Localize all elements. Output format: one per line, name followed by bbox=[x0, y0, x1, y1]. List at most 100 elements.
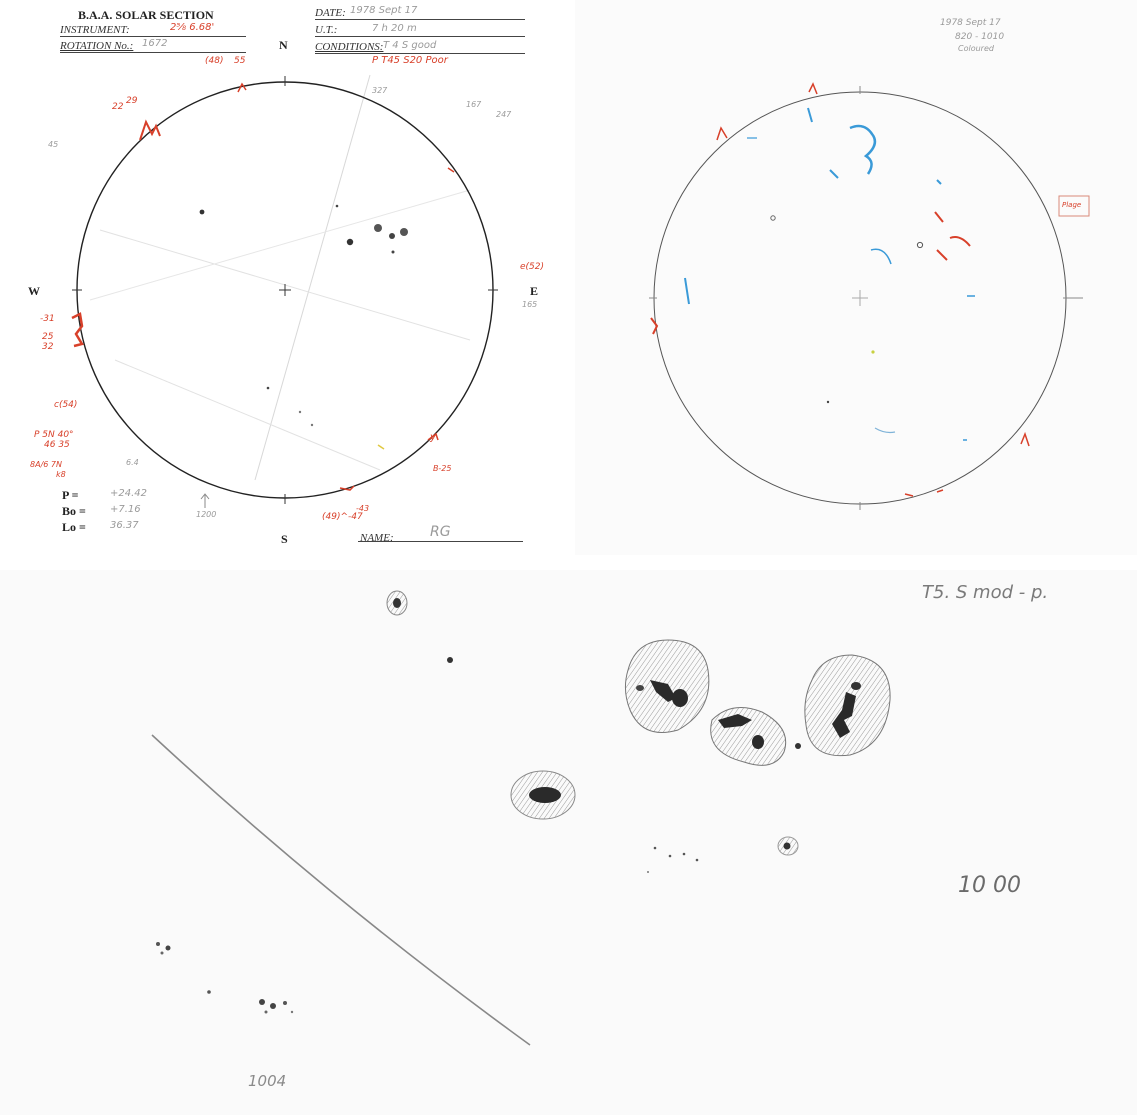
instrument-label: INSTRUMENT: bbox=[60, 24, 130, 36]
bo-value: +7.16 bbox=[110, 504, 141, 515]
sunspot bbox=[400, 228, 408, 236]
sunspot bbox=[826, 400, 830, 404]
red-note: 46 35 bbox=[44, 440, 70, 450]
h-alpha-time-note: 820 - 1010 bbox=[955, 32, 1005, 42]
red-note: -31 bbox=[40, 314, 55, 324]
ut-label: U.T.: bbox=[315, 24, 338, 36]
north-label: N bbox=[279, 38, 288, 52]
red-note: 8A/6 7N bbox=[30, 460, 62, 469]
sunspot-detail-sketch: T5. S mod - p. 10 00 1004 bbox=[0, 570, 1137, 1115]
red-note: B-25 bbox=[433, 464, 452, 473]
sunspot bbox=[374, 224, 382, 232]
rotation-rule bbox=[60, 52, 246, 53]
rotation-value: 1672 bbox=[142, 38, 168, 49]
sunspot bbox=[389, 233, 395, 239]
date-rule bbox=[315, 19, 525, 20]
sunspot bbox=[391, 250, 395, 254]
filament-mark bbox=[829, 169, 839, 179]
filament-mark bbox=[874, 427, 896, 434]
red-note: e(52) bbox=[520, 262, 545, 272]
prominence-mark bbox=[650, 317, 659, 335]
filament-mark bbox=[936, 179, 942, 185]
plage-mark bbox=[934, 211, 971, 261]
red-note: (49)^-47 bbox=[322, 512, 363, 522]
red-note: y bbox=[430, 432, 436, 443]
red-note: 25 bbox=[42, 332, 54, 342]
instrument-value: 2⅝ 6.68' bbox=[170, 22, 215, 33]
prominence-mark bbox=[904, 489, 944, 497]
red-note: 55 bbox=[234, 56, 246, 66]
time-label-right: 10 00 bbox=[958, 873, 1021, 898]
red-note: -43 bbox=[356, 504, 370, 513]
west-label: W bbox=[28, 284, 40, 298]
filament-mark bbox=[684, 277, 690, 305]
gray-note: 167 bbox=[466, 100, 482, 109]
conditions-value: T 4 S good bbox=[383, 40, 437, 51]
prominence-mark bbox=[71, 312, 84, 348]
sunspot bbox=[346, 238, 354, 246]
gray-note: 247 bbox=[496, 110, 512, 119]
gray-note: 45 bbox=[48, 140, 59, 149]
red-note: c(54) bbox=[54, 400, 78, 410]
p-label: P = bbox=[62, 488, 79, 502]
conditions-rule bbox=[315, 53, 525, 54]
gray-note: 6.4 bbox=[126, 458, 139, 467]
rotation-label: ROTATION No.: bbox=[60, 40, 134, 52]
red-note: P 5N 40° bbox=[34, 430, 74, 440]
h-alpha-condition-note: Coloured bbox=[958, 44, 994, 53]
bo-label: Bo = bbox=[62, 504, 86, 518]
ut-value: 7 h 20 m bbox=[372, 23, 417, 34]
h-alpha-disc-panel: 1978 Sept 17 820 - 1010 Coloured Plage bbox=[575, 0, 1137, 555]
seeing-note: T5. S mod - p. bbox=[922, 582, 1049, 603]
name-value: RG bbox=[430, 524, 451, 540]
sunspot bbox=[916, 241, 924, 249]
sunspot bbox=[871, 350, 875, 354]
red-note: (48) bbox=[205, 56, 224, 66]
sunspot bbox=[266, 386, 270, 390]
east-label: E bbox=[530, 284, 539, 298]
solar-limb-line bbox=[151, 734, 531, 1046]
time-note: 1200 bbox=[196, 510, 217, 519]
prominence-mark bbox=[447, 167, 455, 173]
red-note: k8 bbox=[56, 470, 66, 479]
sunspot bbox=[199, 209, 205, 215]
conditions-label: CONDITIONS: bbox=[315, 41, 384, 53]
filament-mark bbox=[807, 107, 813, 123]
name-rule bbox=[358, 541, 523, 542]
sunspot bbox=[335, 204, 339, 208]
prominence-mark bbox=[139, 119, 161, 141]
instrument-rule bbox=[60, 36, 246, 37]
lo-value: 36.37 bbox=[110, 520, 139, 531]
prominence-mark bbox=[1020, 431, 1030, 447]
gray-note: 327 bbox=[372, 86, 388, 95]
date-value: 1978 Sept 17 bbox=[350, 5, 418, 16]
solar-disc-drawing bbox=[71, 74, 498, 508]
sunspot bbox=[770, 215, 776, 221]
p-note: P T45 S20 Poor bbox=[372, 55, 448, 66]
lo-label: Lo = bbox=[62, 520, 86, 534]
prominence-mark bbox=[237, 82, 247, 93]
filament-mark bbox=[849, 124, 877, 175]
time-label-bottom: 1004 bbox=[248, 1072, 287, 1090]
gray-note: 165 bbox=[522, 300, 538, 309]
name-label: NAME: bbox=[360, 532, 394, 544]
solar-observation-form: B.A.A. SOLAR SECTION INSTRUMENT: 2⅝ 6.68… bbox=[0, 0, 560, 555]
prominence-mark bbox=[716, 126, 728, 141]
prominence-mark bbox=[377, 444, 385, 450]
p-value: +24.42 bbox=[110, 488, 148, 499]
red-note: 22 bbox=[112, 102, 124, 112]
sunspot bbox=[298, 410, 302, 414]
sunspot bbox=[310, 423, 314, 427]
ut-rule bbox=[315, 36, 525, 37]
prominence-mark bbox=[427, 432, 439, 441]
date-label: DATE: bbox=[315, 7, 346, 19]
h-alpha-disc-drawing bbox=[649, 82, 1090, 510]
filament-mark bbox=[870, 248, 892, 265]
red-note: 32 bbox=[42, 342, 54, 352]
prominence-mark bbox=[808, 82, 818, 95]
form-header: B.A.A. SOLAR SECTION bbox=[78, 8, 214, 22]
h-alpha-date-note: 1978 Sept 17 bbox=[940, 18, 1001, 28]
south-label: S bbox=[281, 532, 288, 546]
h-alpha-box-note: Plage bbox=[1062, 201, 1082, 209]
red-note: 29 bbox=[126, 96, 138, 106]
